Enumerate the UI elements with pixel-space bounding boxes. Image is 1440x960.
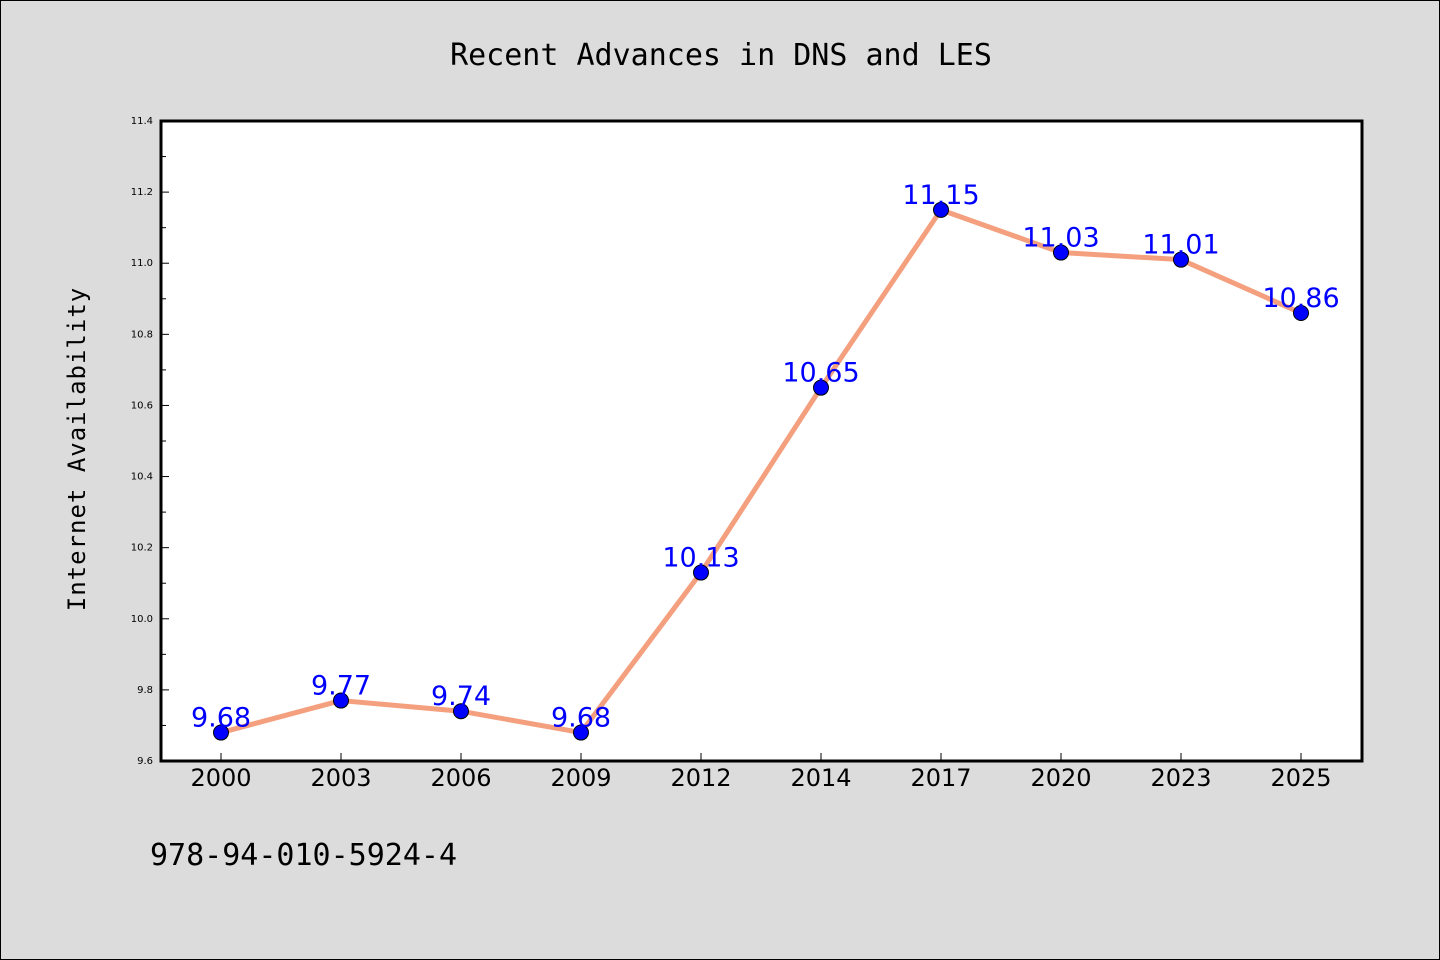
chart-title: Recent Advances in DNS and LES [450, 38, 992, 73]
x-tick-label: 2003 [310, 764, 371, 792]
y-tick-label: 9.6 [137, 756, 153, 767]
x-tick-label: 2020 [1030, 764, 1091, 792]
y-tick-label: 11.0 [131, 258, 153, 269]
x-tick-label: 2009 [550, 764, 611, 792]
x-tick-label: 2012 [670, 764, 731, 792]
x-tick-label: 2000 [190, 764, 251, 792]
x-axis-ticks: 2000 2003 2006 2009 2012 2014 2017 2020 2023 2025 [190, 753, 1332, 792]
data-point-marker [1293, 305, 1309, 321]
y-tick-label: 10.8 [131, 329, 153, 340]
data-label: 9.74 [431, 681, 491, 712]
data-point-marker [213, 724, 229, 741]
data-label: 10.13 [662, 543, 739, 574]
y-tick-label: 10.0 [131, 614, 153, 625]
x-tick-label: 2025 [1270, 764, 1331, 792]
data-label: 11.15 [902, 180, 979, 211]
y-tick-label: 11.2 [131, 187, 153, 198]
data-point-marker [1053, 244, 1069, 261]
y-tick-label: 10.4 [131, 472, 153, 483]
data-label: 10.65 [782, 358, 859, 389]
data-label: 9.68 [191, 703, 251, 734]
data-point-marker [813, 379, 829, 396]
data-point-marker [453, 703, 469, 720]
data-point-marker [1173, 251, 1189, 268]
plot-area [161, 121, 1362, 761]
data-point-marker [333, 692, 349, 709]
data-label: 9.77 [311, 671, 371, 702]
data-point-marker [933, 201, 949, 218]
y-tick-label: 9.8 [137, 685, 153, 696]
data-point-marker [573, 724, 589, 741]
y-tick-label: 10.6 [131, 400, 153, 411]
data-label: 10.86 [1262, 283, 1339, 314]
plot-frame [159, 119, 1364, 763]
y-axis-label: Internet Availability [63, 287, 91, 611]
x-tick-label: 2017 [910, 764, 971, 792]
data-point-marker [693, 564, 709, 581]
x-tick-label: 2006 [430, 764, 491, 792]
x-tick-label: 2023 [1150, 764, 1211, 792]
series-line-layer [218, 207, 1304, 736]
data-label: 11.03 [1022, 223, 1099, 254]
x-tick-label: 2014 [790, 764, 851, 792]
y-tick-label: 11.4 [131, 116, 153, 127]
data-label: 9.68 [551, 703, 611, 734]
data-label: 11.01 [1142, 230, 1219, 261]
isbn-footer: 978-94-010-5924-4 [150, 838, 457, 873]
data-markers [213, 201, 1309, 741]
series-line [218, 207, 1304, 736]
data-labels: 9.68 9.77 9.74 9.68 10.13 10.65 11.15 11.03 11.0… [191, 180, 1340, 734]
y-axis-ticks: 9.6 9.8 10.0 10.2 10.4 10.6 10.8 11.0 11.2 11.4 [131, 116, 169, 767]
y-tick-label: 10.2 [131, 543, 153, 554]
